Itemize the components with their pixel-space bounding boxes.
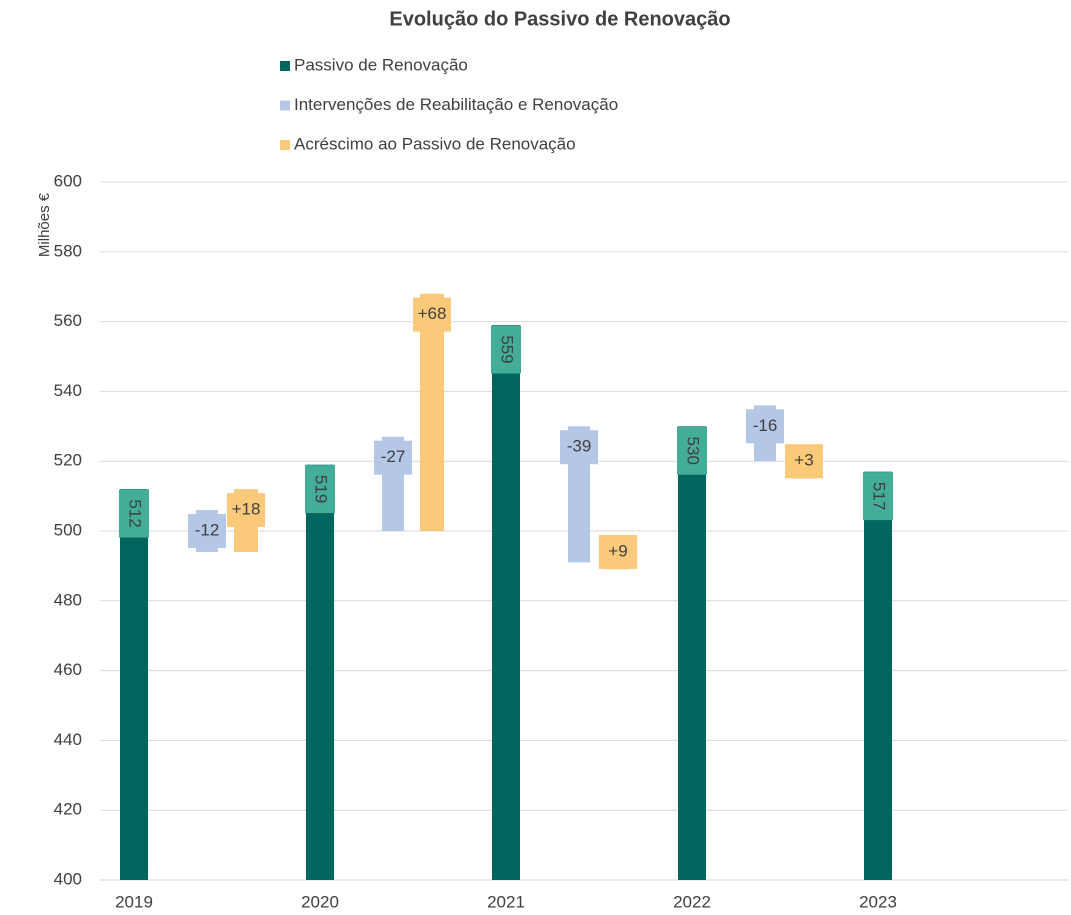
y-tick-label: 600: [54, 171, 82, 190]
data-label-box: [560, 430, 598, 465]
data-label: 519: [312, 475, 331, 503]
y-tick-label: 460: [54, 660, 82, 679]
y-tick-label: 540: [54, 381, 82, 400]
data-label: +3: [794, 451, 813, 470]
x-tick-label: 2022: [673, 892, 711, 911]
y-tick-label: 400: [54, 869, 82, 888]
data-label: -12: [195, 520, 220, 539]
data-label-box: [863, 472, 893, 521]
y-tick-label: 560: [54, 311, 82, 330]
data-label-box: [413, 297, 451, 332]
data-label: +68: [418, 304, 447, 323]
y-tick-label: 420: [54, 800, 82, 819]
data-label-box: [227, 493, 265, 528]
y-axis-label: Milhões €: [36, 192, 53, 257]
bar: [306, 464, 334, 880]
data-label: +18: [232, 500, 261, 519]
data-label-box: [305, 465, 335, 514]
y-tick-label: 500: [54, 520, 82, 539]
data-label: 530: [684, 437, 703, 465]
legend-swatch: [280, 61, 290, 71]
legend-label: Intervenções de Reabilitação e Renovação: [294, 95, 618, 114]
x-tick-label: 2019: [115, 892, 153, 911]
data-label: 559: [498, 335, 517, 363]
chart-title: Evolução do Passivo de Renovação: [389, 8, 730, 30]
bar: [678, 426, 706, 880]
y-tick-label: 440: [54, 730, 82, 749]
data-label: -39: [567, 437, 592, 456]
x-tick-label: 2020: [301, 892, 339, 911]
data-label: -16: [753, 416, 778, 435]
y-tick-label: 580: [54, 241, 82, 260]
data-label-box: [677, 426, 707, 475]
legend-label: Passivo de Renovação: [294, 55, 468, 74]
data-label-box: [785, 444, 823, 479]
data-label: 512: [126, 499, 145, 527]
x-tick-label: 2023: [859, 892, 897, 911]
bar: [864, 471, 892, 880]
data-label-box: [374, 440, 412, 475]
bar: [420, 293, 444, 531]
y-tick-label: 520: [54, 451, 82, 470]
data-label: 517: [870, 482, 889, 510]
data-label-box: [119, 489, 149, 538]
y-tick-label: 480: [54, 590, 82, 609]
legend-label: Acréscimo ao Passivo de Renovação: [294, 134, 576, 153]
bar: [492, 325, 520, 881]
data-label-box: [746, 409, 784, 444]
data-label-box: [188, 514, 226, 548]
x-tick-label: 2021: [487, 892, 525, 911]
data-label-box: [599, 534, 637, 569]
data-label: +9: [608, 541, 627, 560]
data-label-box: [491, 325, 521, 374]
legend-swatch: [280, 140, 290, 150]
bar: [120, 489, 148, 880]
legend-swatch: [280, 100, 290, 111]
data-label: -27: [381, 447, 406, 466]
